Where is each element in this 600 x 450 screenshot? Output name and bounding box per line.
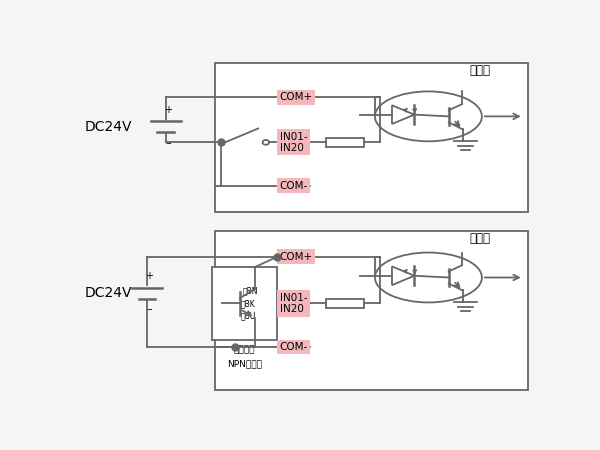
Text: +: + (164, 105, 172, 115)
Text: 黑BK: 黑BK (241, 299, 256, 308)
Text: 接线盒: 接线盒 (469, 64, 490, 77)
Bar (215, 231, 529, 390)
Bar (212, 267, 277, 340)
Text: –: – (146, 304, 152, 314)
Bar (215, 63, 529, 212)
Text: IN01-
IN20: IN01- IN20 (280, 292, 307, 314)
Text: COM+: COM+ (280, 252, 313, 262)
Text: COM+: COM+ (280, 92, 313, 102)
Text: NPN常开型: NPN常开型 (227, 359, 262, 368)
Text: DC24V: DC24V (84, 120, 132, 134)
Text: COM-: COM- (280, 180, 308, 191)
Text: –: – (165, 138, 171, 148)
Polygon shape (392, 266, 415, 285)
Text: 蓝BU: 蓝BU (241, 311, 256, 320)
Text: COM-: COM- (280, 342, 308, 352)
Text: 接近开关: 接近开关 (234, 345, 256, 354)
Text: IN01-
IN20: IN01- IN20 (280, 131, 307, 153)
Polygon shape (392, 105, 415, 124)
Ellipse shape (375, 91, 482, 141)
Ellipse shape (375, 252, 482, 302)
Text: 接线盒: 接线盒 (469, 232, 490, 245)
Bar (326, 138, 364, 147)
Text: DC24V: DC24V (84, 286, 132, 300)
Text: +: + (145, 271, 154, 281)
Bar (326, 299, 364, 308)
Text: 棕BN: 棕BN (243, 287, 259, 296)
